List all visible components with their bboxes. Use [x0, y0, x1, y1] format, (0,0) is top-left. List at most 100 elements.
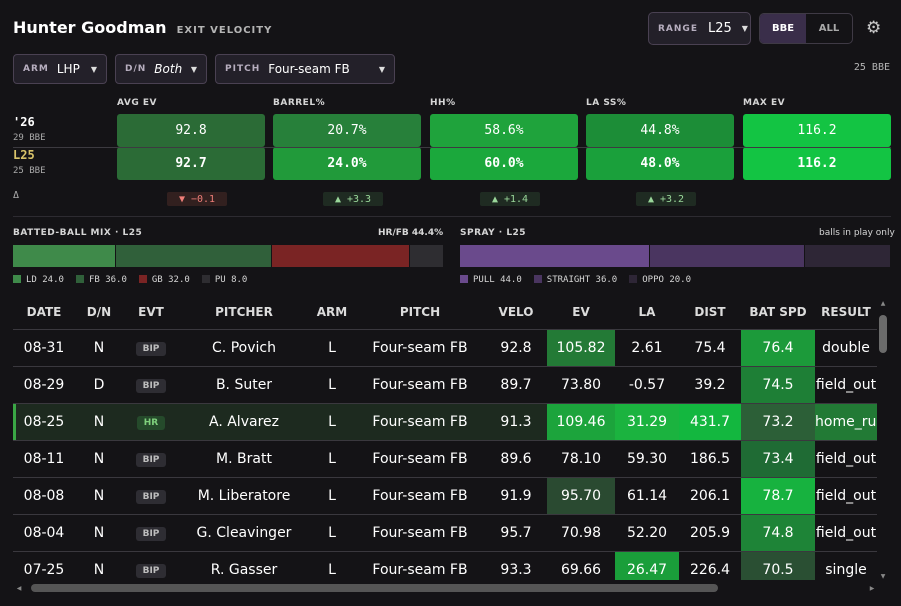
cell-pitcher: G. Cleavinger — [179, 514, 309, 552]
gear-icon[interactable]: ⚙ — [866, 18, 882, 38]
player-name: Hunter Goodman — [13, 18, 167, 37]
table-row[interactable]: 08-04 N BIP G. Cleavinger L Four-seam FB 95.7 7… — [13, 514, 877, 552]
column-header[interactable]: EV — [547, 296, 615, 330]
cell-la: 52.20 — [615, 514, 679, 552]
scroll-right-icon[interactable]: ▶ — [869, 584, 875, 592]
horizontal-scrollbar[interactable]: ◀ ▶ — [13, 582, 878, 594]
bbe-all-toggle: BBE ALL — [759, 13, 853, 44]
column-header[interactable]: DATE — [13, 296, 75, 330]
table-row[interactable]: 08-08 N BIP M. Liberatore L Four-seam FB 91.9 9… — [13, 477, 877, 515]
cell-pitch: Four-seam FB — [355, 514, 485, 552]
cell-velo: 95.7 — [485, 514, 547, 552]
cell-pitch: Four-seam FB — [355, 477, 485, 515]
batted-mix-legend: LD 24.0 FB 36.0 GB 32.0 PU 8.0 — [13, 275, 247, 285]
cell-arm: L — [309, 366, 355, 404]
table-row[interactable]: 08-29 D BIP B. Suter L Four-seam FB 89.7 73.80-… — [13, 366, 877, 404]
spray-legend: PULL 44.0 STRAIGHT 36.0 OPPO 20.0 — [460, 275, 691, 285]
metric-l25-value: 24.0% — [273, 147, 421, 180]
column-header[interactable]: D/N — [75, 296, 123, 330]
delta-row-label: Δ — [13, 190, 20, 201]
cell-evt: BIP — [123, 366, 179, 404]
arm-filter-dropdown[interactable]: ARM LHP ▼ — [13, 54, 107, 84]
column-header[interactable]: RESULT — [815, 296, 877, 330]
cell-result: field_out — [815, 366, 877, 404]
cell-dn: N — [75, 477, 123, 515]
metric-season-value: 92.8 — [117, 114, 265, 147]
filter-label: ARM — [23, 64, 49, 74]
table-row[interactable]: 07-25 N BIP R. Gasser L Four-seam FB 93.3 69.66… — [13, 551, 877, 580]
bbe-count: 25 BBE — [853, 62, 890, 73]
cell-date: 08-29 — [13, 366, 75, 404]
metric-delta: ▼ −0.1 — [167, 192, 227, 206]
column-header[interactable]: EVT — [123, 296, 179, 330]
spray-bar — [460, 245, 891, 267]
toggle-all-button[interactable]: ALL — [818, 23, 840, 34]
cell-evt: BIP — [123, 440, 179, 478]
cell-ev: 78.10 — [547, 440, 615, 478]
scroll-left-icon[interactable]: ◀ — [16, 584, 22, 592]
cell-bat: 73.2 — [741, 403, 815, 441]
event-badge: BIP — [135, 342, 167, 356]
spray-title: SPRAY · L25 — [460, 228, 527, 238]
bar-segment-fb — [116, 245, 272, 267]
column-header[interactable]: LA — [615, 296, 679, 330]
cell-pitcher: M. Bratt — [179, 440, 309, 478]
cell-bat: 74.8 — [741, 514, 815, 552]
cell-bat: 73.4 — [741, 440, 815, 478]
cell-result: single — [815, 551, 877, 580]
scroll-up-icon[interactable]: ▲ — [880, 300, 886, 307]
cell-result: field_out — [815, 440, 877, 478]
event-badge: BIP — [135, 564, 167, 578]
cell-la: 59.30 — [615, 440, 679, 478]
cell-dn: N — [75, 329, 123, 367]
scroll-thumb[interactable] — [31, 584, 718, 592]
column-header[interactable]: ARM — [309, 296, 355, 330]
cell-velo: 92.8 — [485, 329, 547, 367]
cell-pitcher: A. Alvarez — [179, 403, 309, 441]
legend-swatch — [629, 275, 638, 283]
divider — [13, 147, 891, 148]
spray-note: balls in play only — [819, 228, 895, 238]
cell-dist: 75.4 — [679, 329, 741, 367]
cell-date: 08-08 — [13, 477, 75, 515]
table-row[interactable]: 08-11 N BIP M. Bratt L Four-seam FB 89.6 78.10 5… — [13, 440, 877, 478]
bar-segment-pu — [409, 245, 444, 267]
column-header[interactable]: PITCH — [355, 296, 485, 330]
metric-header: AVG EV — [117, 98, 157, 108]
column-header[interactable]: BAT SPD — [741, 296, 815, 330]
column-header[interactable]: PITCHER — [179, 296, 309, 330]
dn-filter-dropdown[interactable]: D/N Both ▼ — [115, 54, 207, 84]
legend-swatch — [75, 275, 84, 283]
column-header[interactable]: VELO — [485, 296, 547, 330]
bar-segment-ld — [13, 245, 117, 267]
table-row[interactable]: 08-25 N HR A. Alvarez L Four-seam FB 91.3 109.4… — [13, 403, 877, 441]
cell-evt: BIP — [123, 514, 179, 552]
scroll-thumb[interactable] — [879, 315, 887, 353]
cell-velo: 93.3 — [485, 551, 547, 580]
toggle-bbe-button[interactable]: BBE — [760, 14, 806, 43]
range-dropdown[interactable]: RANGE L25 ▼ — [648, 12, 751, 45]
cell-dn: D — [75, 366, 123, 404]
cell-arm: L — [309, 329, 355, 367]
legend-item: PU 8.0 — [201, 275, 247, 285]
cell-dist: 206.1 — [679, 477, 741, 515]
table-row[interactable]: 08-31 N BIP C. Povich L Four-seam FB 92.8 105.8… — [13, 329, 877, 367]
table-header: DATE D/N EVT PITCHER ARM PITCH VELO EV LA DIST BAT… — [13, 296, 877, 330]
legend-swatch — [533, 275, 542, 283]
metric-l25-value: 60.0% — [430, 147, 578, 180]
hrfb-value: HR/FB 44.4% — [378, 228, 444, 238]
range-label: RANGE — [658, 23, 698, 34]
column-header[interactable]: DIST — [679, 296, 741, 330]
cell-velo: 89.6 — [485, 440, 547, 478]
cell-dn: N — [75, 514, 123, 552]
scroll-down-icon[interactable]: ▼ — [880, 573, 886, 580]
filter-value: Both — [154, 62, 183, 76]
legend-item: GB 32.0 — [138, 275, 190, 285]
cell-date: 07-25 — [13, 551, 75, 580]
cell-dn: N — [75, 551, 123, 580]
vertical-scrollbar[interactable]: ▲ ▼ — [878, 300, 888, 580]
metric-header: MAX EV — [743, 98, 786, 108]
cell-pitcher: R. Gasser — [179, 551, 309, 580]
legend-item: LD 24.0 — [13, 275, 64, 285]
pitch-filter-dropdown[interactable]: PITCH Four-seam FB ▼ — [215, 54, 395, 84]
